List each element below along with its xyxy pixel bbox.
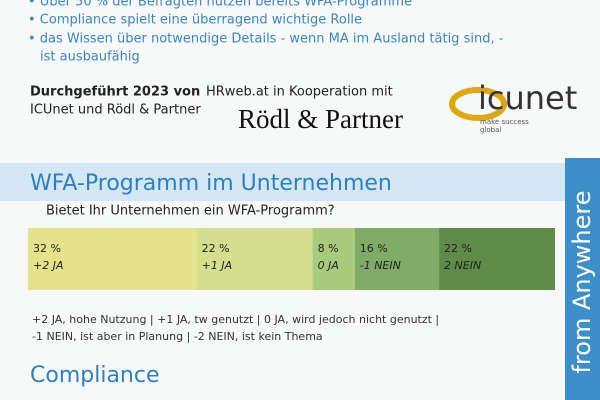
value-label: 32 % [33, 242, 61, 255]
value-label: 8 % [318, 242, 339, 255]
bar-segment [312, 228, 355, 290]
icunet-swoosh [449, 87, 507, 121]
compliance-title: Compliance [30, 363, 160, 388]
segment-label: +2 JA [33, 259, 63, 272]
bar-segment [354, 228, 440, 290]
icunet-tagline: make success [480, 118, 529, 126]
segment-label: -1 NEIN [360, 259, 401, 272]
intro-text: ICUnet und Rödl & Partner [30, 103, 201, 118]
section-title: WFA-Programm im Unternehmen [30, 171, 392, 196]
legend: +2 JA, hohe Nutzung | +1 JA, tw genutzt … [32, 313, 439, 326]
stacked-bar: 32 % +2 JA 22 % +1 JA 8 % 0 JA 16 % -1 NEIN 22 %… [28, 228, 555, 290]
segment-label: 2 NEIN [444, 259, 481, 272]
icunet-tagline: global [480, 126, 501, 134]
value-label: 22 % [444, 242, 472, 255]
intro-text: HRweb.at in Kooperation mit [206, 85, 393, 100]
value-label: 22 % [202, 242, 230, 255]
legend: -1 NEIN, ist aber in Planung | -2 NEIN, … [32, 330, 323, 343]
segment-label: +1 JA [202, 259, 232, 272]
bar-segment [28, 228, 197, 290]
bullet: • Über 50 % der Befragten nutzen bereits… [28, 0, 412, 10]
bar-segment [196, 228, 313, 290]
bar-segment [439, 228, 555, 290]
bullet: ist ausbaufähig [40, 50, 140, 65]
intro-bold: Durchgeführt 2023 von [30, 85, 200, 100]
question: Bietet Ihr Unternehmen ein WFA-Programm? [46, 204, 335, 219]
section-band [0, 163, 565, 201]
side-text: from Anywhere [568, 190, 596, 373]
side-stripe [565, 158, 600, 400]
bullet: • das Wissen über notwendige Details - w… [28, 32, 504, 47]
roedl-logo: Rödl & Partner [238, 104, 403, 134]
segment-label: 0 JA [318, 259, 339, 272]
bullet: • Compliance spielt eine überragend wich… [28, 13, 362, 28]
value-label: 16 % [360, 242, 388, 255]
icunet-logo: icunet [478, 79, 577, 117]
